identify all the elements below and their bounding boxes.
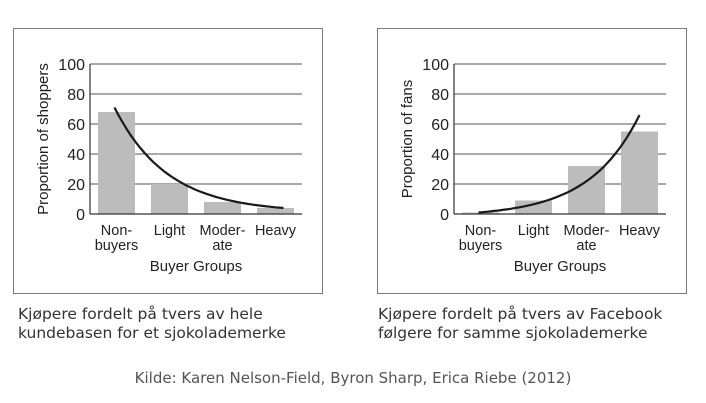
y-tick-label: 20 [431, 177, 449, 194]
bar [98, 112, 135, 214]
chart-panel-shoppers: 0 20 40 60 80 100 Non-buyers Light Moder-ate Heav… [13, 28, 323, 294]
x-tick-label: ate [576, 238, 596, 254]
x-axis-title: Buyer Groups [150, 258, 243, 275]
y-tick-label: 0 [76, 207, 85, 224]
source-credit: Kilde: Karen Nelson-Field, Byron Sharp, … [134, 369, 572, 387]
x-tick-label: Light [518, 223, 549, 239]
chart-fans: 0 20 40 60 80 100 Non-buyers Light Moder-ate Heav… [399, 57, 666, 275]
x-tick-label: Moder- [564, 223, 610, 239]
chart-panel-fans: 0 20 40 60 80 100 Non-buyers Light Moder-ate Heav… [377, 28, 687, 294]
y-tick-label: 40 [431, 147, 449, 164]
x-tick-label: ate [212, 238, 232, 254]
trend-curve [478, 114, 641, 214]
x-tick-label: Non- [101, 223, 133, 239]
y-tick-label: 100 [422, 57, 449, 74]
x-tick-label: Heavy [255, 223, 297, 239]
y-tick-label: 20 [67, 177, 85, 194]
bar [515, 200, 552, 214]
caption-right-line-2: følgere for samme sjokolademerke [378, 324, 648, 342]
y-tick-label: 60 [431, 117, 449, 134]
bar [621, 131, 658, 214]
caption-left-line-2: kundebasen for et sjokolademerke [18, 324, 286, 342]
y-tick-label: 80 [431, 87, 449, 104]
caption-left-line-1: Kjøpere fordelt på tvers av hele [18, 305, 263, 323]
y-tick-label: 0 [440, 207, 449, 224]
y-axis-title: Proportion of fans [399, 80, 416, 198]
chart-shoppers: 0 20 40 60 80 100 Non-buyers Light Moder-ate Heav… [35, 57, 302, 275]
x-tick-label: Moder- [200, 223, 246, 239]
bar [257, 208, 294, 214]
bar [204, 202, 241, 214]
bar [151, 184, 188, 214]
x-tick-label: buyers [95, 238, 139, 254]
y-tick-label: 100 [58, 57, 85, 74]
y-tick-label: 40 [67, 147, 85, 164]
caption-right-line-1: Kjøpere fordelt på tvers av Facebook [378, 305, 663, 323]
x-axis-title: Buyer Groups [514, 258, 607, 275]
y-axis-title: Proportion of shoppers [35, 63, 52, 215]
x-tick-label: buyers [459, 238, 503, 254]
caption-left: Kjøpere fordelt på tvers av hele kundeba… [18, 305, 286, 343]
trend-curve [113, 106, 284, 210]
x-tick-label: Light [154, 223, 185, 239]
y-tick-label: 80 [67, 87, 85, 104]
x-tick-label: Heavy [619, 223, 661, 239]
y-tick-label: 60 [67, 117, 85, 134]
caption-right: Kjøpere fordelt på tvers av Facebook føl… [378, 305, 662, 343]
x-tick-label: Non- [465, 223, 497, 239]
